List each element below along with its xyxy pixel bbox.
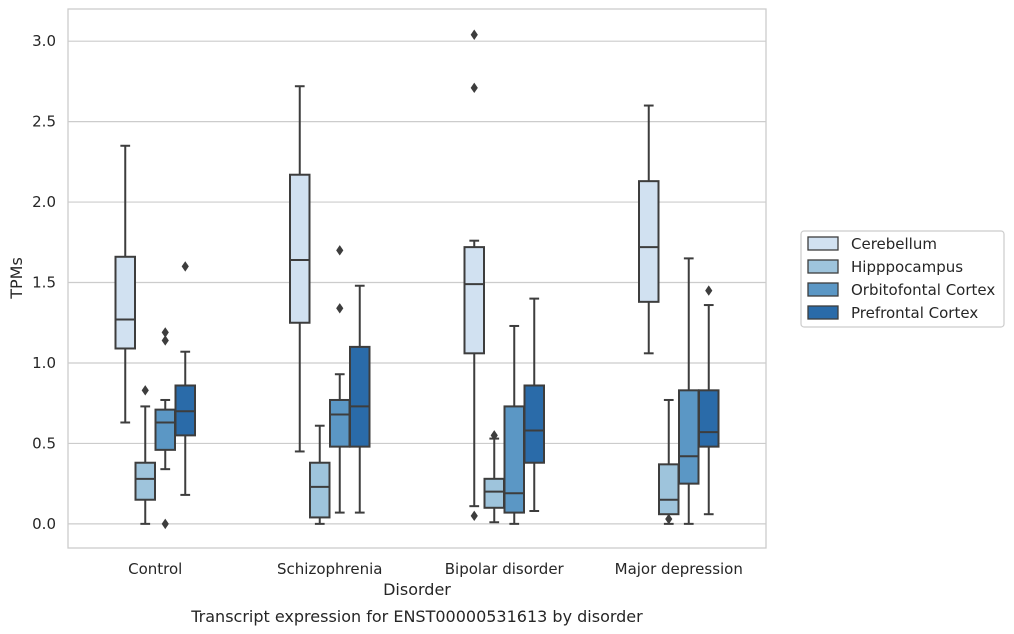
legend-entry-label: Orbitofontal Cortex [851,281,995,299]
iqr-box [134,461,156,501]
box-prefrontal-cortex [523,297,545,512]
y-tick-label: 0.5 [32,434,56,452]
legend: Cerebellum Hipppocampus Orbitofontal Corte… [800,230,1005,328]
outlier-point [161,518,169,530]
box-prefrontal-cortex [174,261,196,496]
iqr-box [638,180,660,303]
box-cerebellum [289,85,311,453]
outlier-point [665,513,673,525]
outlier-point [336,303,344,314]
box-cerebellum [463,29,485,522]
iqr-box [523,384,545,464]
legend-swatch [807,236,839,251]
legend-swatch [807,259,839,274]
iqr-box [309,461,331,519]
iqr-box [698,389,720,448]
iqr-box [289,173,311,324]
y-tick-label: 1.0 [32,354,56,372]
iqr-box [463,246,485,355]
iqr-box [329,398,351,448]
box-hipppocampus [483,430,505,524]
iqr-box [114,255,136,350]
y-tick-label: 2.0 [32,193,56,211]
box-orbitofontal-cortex [329,245,351,514]
legend-swatch [807,305,839,320]
box-orbitofontal-cortex [503,324,525,525]
outlier-point [490,430,498,441]
legend-frame [800,230,1005,328]
legend-entry-label: Prefrontal Cortex [851,304,978,322]
box-hipppocampus [134,385,156,525]
x-axis-label: Disorder [383,580,451,599]
legend-entry-label: Hipppocampus [851,258,963,276]
box-cerebellum [114,144,136,424]
outlier-point [470,510,478,522]
x-tick-label: Major depression [615,560,743,578]
y-tick-label: 2.5 [32,113,56,131]
outlier-point [470,29,478,40]
outlier-point [181,261,189,272]
gridlines [68,40,766,525]
y-tick-label: 3.0 [32,32,56,50]
box-series [114,29,720,530]
legend-entry-label: Cerebellum [851,235,937,253]
outlier-point [141,385,149,396]
outlier-point [705,285,713,296]
box-orbitofontal-cortex [154,327,176,530]
box-hipppocampus [309,424,331,525]
iqr-box [658,463,680,516]
outlier-point [161,327,169,338]
outlier-point [470,82,478,94]
y-tick-label: 0.0 [32,515,56,533]
x-axis-ticks: Control Schizophrenia Bipolar disorder Majo… [128,560,743,578]
box-cerebellum [638,104,660,355]
x-tick-label: Bipolar disorder [445,560,565,578]
outlier-point [336,245,344,256]
plot-area-frame [67,8,767,549]
chart-caption: Transcript expression for ENST0000053161… [190,607,643,626]
box-hipppocampus [658,398,680,525]
x-tick-label: Control [128,560,182,578]
y-axis-ticks: 0.0 0.5 1.0 1.5 2.0 2.5 3.0 [32,32,56,533]
box-orbitofontal-cortex [678,257,700,525]
iqr-box [349,345,371,448]
y-tick-label: 1.5 [32,274,56,292]
x-tick-label: Schizophrenia [277,560,382,578]
iqr-box [503,405,525,514]
iqr-box [678,389,700,485]
box-prefrontal-cortex [698,285,720,516]
iqr-box [483,477,505,509]
outlier-point [161,335,169,346]
box-prefrontal-cortex [349,284,371,514]
iqr-box [154,408,176,451]
y-axis-label: TPMs [7,257,26,300]
legend-swatch [807,282,839,297]
